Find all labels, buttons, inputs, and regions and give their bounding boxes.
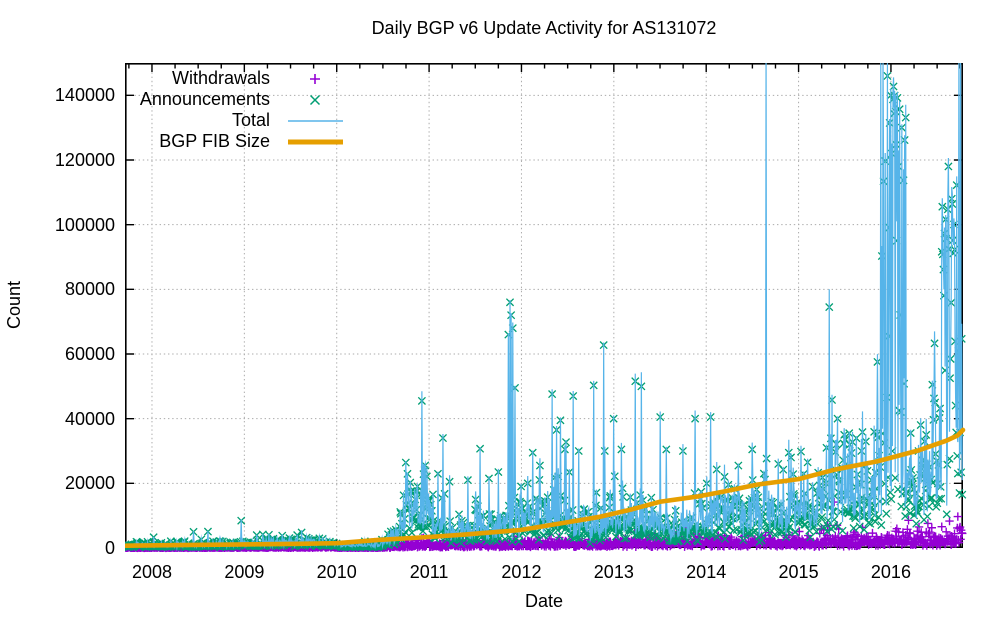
x-axis-label: Date	[524, 591, 564, 611]
y-tick-label: 40000	[64, 408, 115, 429]
y-tick-label: 60000	[64, 344, 115, 364]
x-tick-label: 2010	[316, 562, 357, 582]
plot-area-canvas	[125, 63, 969, 560]
legend-label-withdrawals: Withdrawals	[171, 68, 270, 88]
chart-title: Daily BGP v6 Update Activity for AS13107…	[371, 18, 717, 38]
x-tick-label: 2016	[870, 562, 911, 582]
x-tick-label: 2015	[778, 562, 819, 582]
legend-label-total: Total	[231, 110, 270, 130]
x-tick-label: 2012	[501, 562, 542, 582]
legend-label-announcements: Announcements	[139, 89, 270, 109]
x-tick-label: 2008	[131, 562, 172, 582]
y-tick-label: 100000	[54, 214, 115, 235]
legend-label-fib: BGP FIB Size	[159, 131, 270, 151]
x-tick-label: 2013	[593, 562, 634, 582]
y-tick-label: 20000	[64, 473, 115, 494]
y-tick-label: 0	[104, 538, 115, 558]
x-tick-label: 2014	[686, 562, 727, 582]
x-tick-label: 2009	[224, 562, 265, 582]
x-tick-label: 2011	[409, 562, 449, 582]
y-axis-label: Count	[4, 280, 24, 330]
y-tick-label: 140000	[54, 85, 115, 106]
y-tick-label: 80000	[64, 279, 115, 300]
y-tick-label: 120000	[54, 150, 115, 170]
